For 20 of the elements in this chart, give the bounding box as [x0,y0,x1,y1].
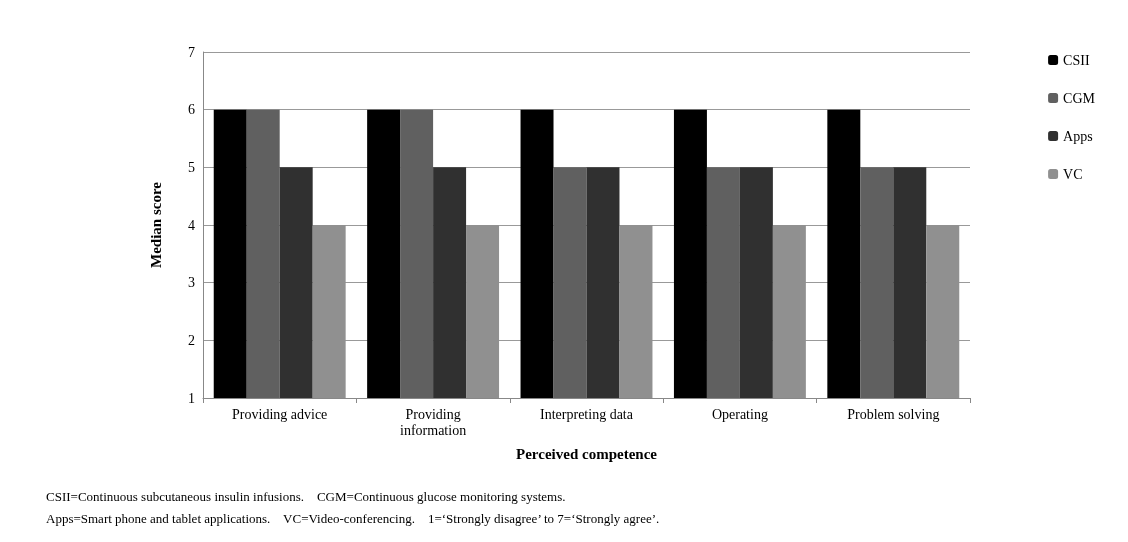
x-axis-title: Perceived competence [516,445,658,462]
y-tick-label: 2 [188,332,195,348]
y-tick-label: 1 [188,390,195,406]
y-tick-label: 3 [188,275,195,291]
y-tick-label: 6 [188,102,195,118]
legend-label: CSII [1063,52,1090,68]
legend-label: VC [1063,166,1083,182]
x-tick-label: Providing advice [232,406,328,422]
x-tick-label: Problem solving [847,406,940,422]
text: Apps=Smart phone and tablet applications. VC=Video-conferencing. 1=‘Strongly disagree’ to 7=‘Strongly agree’. [46,511,660,526]
legend-label: CGM [1063,90,1096,106]
y-tick-label: 5 [188,159,195,175]
x-tick-label: Providing information [400,406,467,438]
text: CSII=Continuous subcutaneous insulin infusions. CGM=Continuous glucose monitoring systems. [46,489,566,504]
y-axis-title: Median score [147,181,164,268]
y-tick-label: 4 [188,217,195,233]
y-tick-label: 7 [188,44,195,60]
legend-label: Apps [1063,128,1093,144]
x-tick-label: Interpreting data [540,406,634,422]
x-tick-label: Operating [711,406,768,422]
